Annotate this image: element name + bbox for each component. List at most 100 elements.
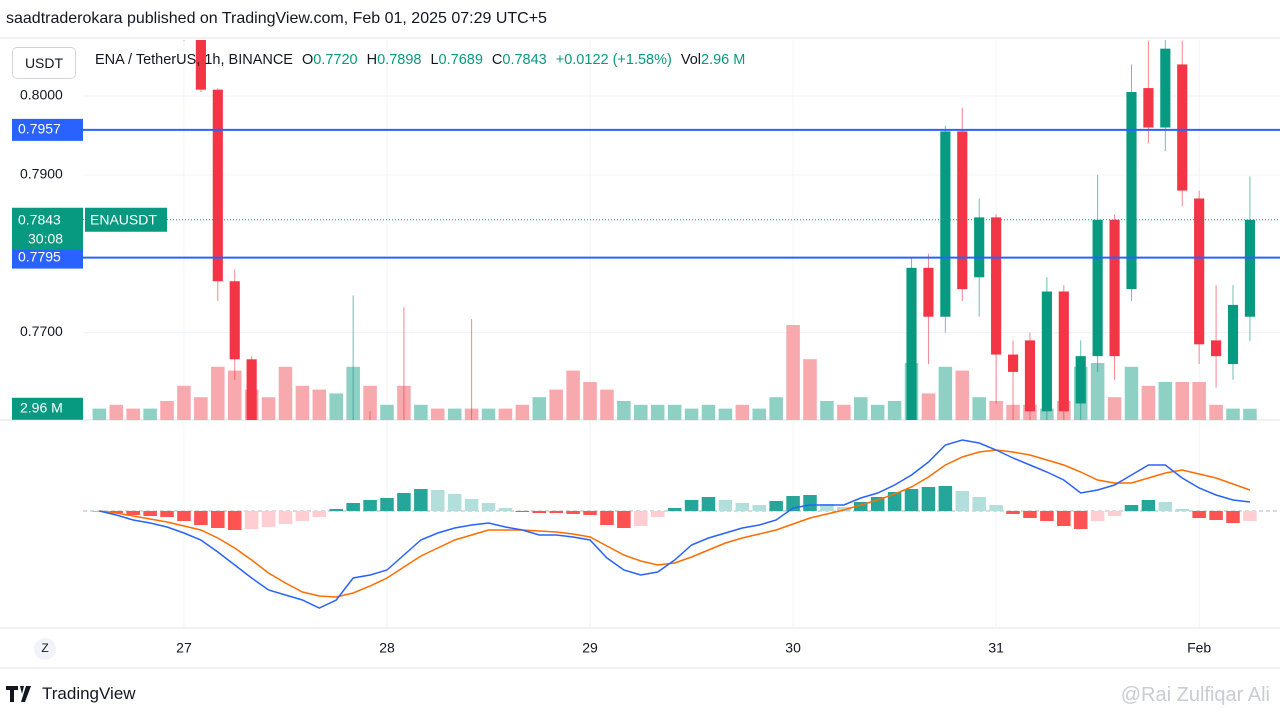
logo-text: TradingView — [42, 684, 136, 703]
volume-bar — [684, 408, 699, 420]
candle-body — [128, 0, 138, 9]
candle-body — [1194, 198, 1205, 345]
x-tick-label: 28 — [379, 640, 395, 656]
x-tick-label: 30 — [785, 640, 801, 656]
macd-hist-bar — [887, 492, 902, 511]
symbol-box — [85, 207, 167, 232]
legend-item: C0.7843 — [492, 52, 547, 68]
macd-hist-bar — [532, 511, 547, 513]
candle-body — [1177, 64, 1188, 191]
volume-bar — [498, 408, 513, 420]
macd-hist-bar — [972, 497, 986, 511]
legend: ENA / TetherUS, 1h, BINANCE O0.7720 H0.78… — [95, 52, 745, 68]
macd-hist-bar — [752, 505, 767, 511]
volume-bar — [938, 366, 953, 420]
macd-hist-bar — [1006, 511, 1020, 514]
zoom-button[interactable] — [34, 638, 56, 660]
candle-body — [703, 467, 713, 475]
macd-hist-bar — [684, 500, 699, 511]
volume-bar — [583, 382, 597, 420]
volume-bar — [481, 408, 496, 420]
volume-bar — [295, 385, 310, 420]
volume-bar — [549, 389, 563, 420]
macd-hist-bar — [1158, 502, 1173, 511]
watermark: @Rai Zulfiqar Ali — [1120, 684, 1270, 706]
candle-body — [433, 443, 443, 459]
macd-hist-bar — [566, 511, 580, 514]
candle-body — [534, 443, 544, 467]
macd-hist-bar — [464, 499, 479, 511]
legend-value: 0.7898 — [377, 52, 422, 68]
signal-line — [99, 449, 1251, 598]
macd-hist-bar — [718, 500, 733, 511]
macd-hist-bar — [515, 511, 530, 512]
macd-hist-bar — [989, 505, 1003, 511]
candle-body — [517, 451, 527, 467]
macd-hist-bar — [1023, 511, 1037, 518]
volume-bar — [329, 393, 344, 420]
candle-body — [568, 459, 578, 506]
volume-bar — [853, 397, 868, 420]
macd-hist-bar — [109, 511, 124, 513]
zoom-label: Z — [41, 641, 48, 655]
volume-bar — [1124, 366, 1139, 420]
legend-value: 0.7720 — [313, 52, 358, 68]
candle-body — [1092, 219, 1103, 357]
legend-change: +0.0122 (+1.58%) — [555, 52, 672, 68]
candle-body — [940, 131, 951, 317]
candle-body — [822, 443, 832, 455]
macd-hist-bar — [447, 494, 462, 511]
volume-bar — [566, 370, 580, 420]
candle-body — [1143, 88, 1154, 128]
candle-body — [1075, 356, 1086, 404]
legend-item: Vol2.96 M — [681, 52, 746, 68]
macd-hist-bar — [904, 489, 919, 511]
macd-hist-bar — [211, 511, 225, 528]
logo-icon — [6, 686, 31, 702]
volume-bar — [837, 404, 851, 420]
macd-hist-bar — [346, 503, 360, 511]
macd-hist-bar — [430, 490, 445, 511]
macd-hist-bar — [1090, 511, 1105, 521]
legend-item: H0.7898 — [367, 52, 422, 68]
macd-hist-bar — [126, 511, 140, 515]
candle-body — [145, 1, 155, 9]
candle-body — [416, 443, 426, 467]
volume-bar — [177, 385, 191, 420]
candle-body — [1058, 291, 1069, 412]
candle-body — [348, 427, 358, 498]
candle-body — [653, 522, 663, 546]
macd-hist-bar — [667, 508, 682, 511]
volume-bar — [989, 401, 1003, 420]
legend-value: 2.96 M — [701, 52, 746, 68]
volume-bar — [752, 408, 767, 420]
macd-hist-bar — [1175, 509, 1190, 511]
volume-bar — [380, 404, 394, 420]
candle-body — [246, 359, 257, 420]
price-label-box — [12, 118, 83, 141]
volume-bar — [701, 404, 716, 420]
volume-bar — [887, 401, 902, 420]
volume-bar — [447, 408, 462, 420]
volume-bar — [972, 397, 986, 420]
macd-hist-bar — [735, 503, 750, 511]
volume-bar — [600, 389, 614, 420]
macd-hist-bar — [803, 495, 817, 511]
macd-hist-bar — [261, 511, 276, 527]
volume-bar — [634, 404, 648, 420]
currency-button[interactable]: USDT — [12, 47, 76, 79]
legend-value: 0.7843 — [502, 52, 547, 68]
macd-hist-bar — [1141, 500, 1156, 511]
macd-hist-bar — [837, 507, 851, 511]
volume-bar — [414, 404, 428, 420]
macd-hist-bar — [1124, 505, 1139, 511]
legend-key: O — [301, 52, 314, 68]
volume-bar — [870, 404, 885, 420]
macd-hist-bar — [1057, 511, 1071, 526]
macd-hist-bar — [853, 502, 868, 511]
volume-bar — [617, 401, 631, 420]
macd-hist-bar — [1073, 511, 1088, 529]
volume-label-box — [12, 397, 83, 420]
y-tick-label: 0.8000 — [20, 87, 63, 103]
